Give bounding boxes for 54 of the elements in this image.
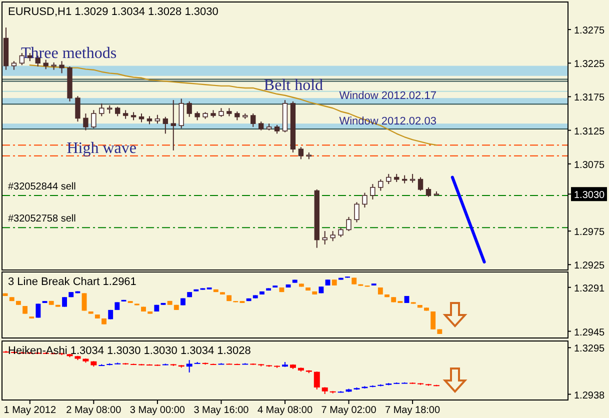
y-tick-label: 1.3275 [574, 26, 606, 37]
y-tick-label: 1.3295 [574, 344, 606, 355]
candlestick [346, 216, 352, 232]
x-tick-label: 1 May 2012 [4, 405, 56, 416]
candlestick [298, 146, 304, 160]
candlestick [418, 176, 424, 192]
y-tick-label: 1.2925 [574, 260, 606, 272]
candlestick [115, 106, 120, 117]
candlestick [162, 116, 168, 134]
y-tick-label: 1.3125 [574, 126, 606, 138]
ref-line-label: #32052844 sell [8, 181, 76, 192]
candlestick [91, 110, 96, 129]
y-tick-label: 1.3175 [574, 92, 606, 104]
x-tick-label: 3 May 00:00 [130, 405, 186, 416]
candlestick [186, 360, 192, 373]
candlestick [99, 102, 104, 117]
x-tick-label: 3 May 16:00 [194, 405, 250, 416]
band-label: Window 2012.02.17 [339, 90, 436, 102]
candlestick [62, 296, 67, 308]
candlestick [186, 100, 192, 118]
y-tick-label: 1.3030 [574, 190, 606, 202]
y-tick-label: 1.3291 [574, 283, 606, 294]
chart-title: 3 Line Break Chart 1.2961 [8, 276, 136, 288]
y-tick-label: 1.2975 [574, 227, 606, 238]
candlestick [386, 173, 392, 185]
candlestick [170, 100, 176, 151]
candlestick [330, 230, 336, 242]
y-tick-label: 1.3075 [574, 160, 606, 171]
candlestick [43, 59, 48, 70]
candlestick [178, 98, 184, 129]
annotation: Belt hold [264, 77, 324, 94]
x-tick-label: 7 May 02:00 [321, 405, 377, 416]
y-tick-label: 1.3225 [574, 59, 606, 70]
x-tick-label: 2 May 08:00 [66, 405, 122, 416]
y-tick-label: 1.2945 [574, 327, 606, 338]
candlestick [75, 96, 80, 122]
candlestick [250, 113, 256, 128]
candlestick [83, 113, 88, 131]
candlestick [354, 202, 360, 223]
annotation: Three methods [21, 44, 117, 62]
x-tick-label: 4 May 08:00 [257, 405, 313, 416]
chart-title: EURUSD,H1 1.3029 1.3034 1.3028 1.3030 [8, 6, 218, 18]
ref-line-label: #32052758 sell [8, 214, 76, 225]
candlestick [314, 371, 320, 390]
candlestick [370, 184, 376, 200]
y-tick-label: 1.2938 [574, 390, 606, 402]
x-tick-label: 7 May 18:00 [385, 405, 440, 416]
candlestick [362, 192, 368, 208]
candlestick [82, 292, 87, 312]
candlestick [59, 60, 64, 74]
candlestick [378, 178, 384, 192]
candlestick [426, 186, 432, 198]
candlestick [338, 227, 344, 238]
candlestick [36, 303, 41, 318]
